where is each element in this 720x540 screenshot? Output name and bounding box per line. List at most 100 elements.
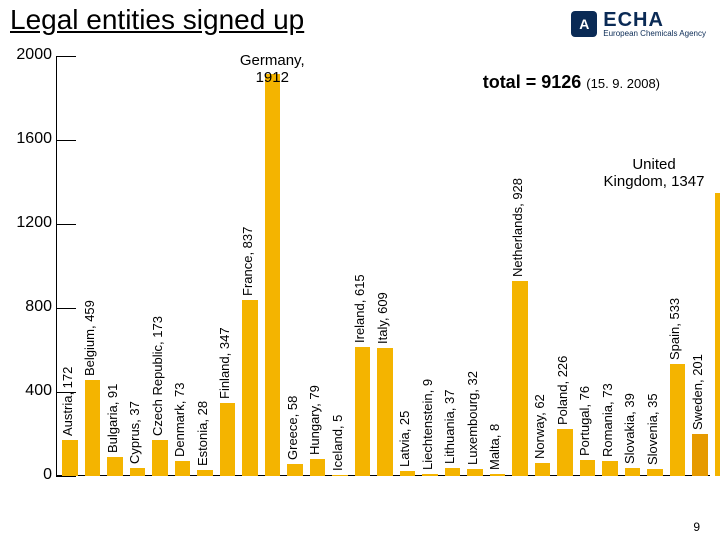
bar-liechtenstein: Liechtenstein, 9 bbox=[422, 56, 438, 476]
bar-rect bbox=[220, 403, 236, 476]
y-tick-label: 1600 bbox=[10, 130, 52, 148]
bar-rect bbox=[557, 429, 573, 476]
bar-rect bbox=[400, 471, 416, 476]
bar-label: Poland, 226 bbox=[555, 355, 570, 424]
bar-rect bbox=[490, 474, 506, 476]
bar-germany bbox=[265, 56, 281, 476]
bar-label: Sweden, 201 bbox=[690, 354, 705, 430]
bar-rect bbox=[287, 464, 303, 476]
bar-bulgaria: Bulgaria, 91 bbox=[107, 56, 123, 476]
bar-latvia: Latvia, 25 bbox=[400, 56, 416, 476]
bar-label: Finland, 347 bbox=[217, 328, 232, 400]
bar-sweden: Sweden, 201 bbox=[692, 56, 708, 476]
bar-label: Ireland, 615 bbox=[352, 274, 367, 343]
bar-austria: Austria, 172 bbox=[62, 56, 78, 476]
page-number: 9 bbox=[693, 520, 700, 534]
bar-rect bbox=[242, 300, 258, 476]
bar-label: Luxembourg, 32 bbox=[465, 371, 480, 465]
y-tick-label: 800 bbox=[10, 298, 52, 316]
bar-label: Lithuania, 37 bbox=[442, 390, 457, 464]
bar-rect bbox=[107, 457, 123, 476]
bar-label: Hungary, 79 bbox=[307, 386, 322, 456]
y-tick-label: 1200 bbox=[10, 214, 52, 232]
bar-label: Romania, 73 bbox=[600, 383, 615, 457]
bar-label: Czech Republic, 173 bbox=[150, 316, 165, 436]
bar-cyprus: Cyprus, 37 bbox=[130, 56, 146, 476]
bar-rect bbox=[512, 281, 528, 476]
logo-text: ECHA European Chemicals Agency bbox=[603, 10, 706, 38]
logo-sub: European Chemicals Agency bbox=[603, 30, 706, 38]
annot-germany: Germany,1912 bbox=[227, 52, 317, 86]
bar-rect bbox=[130, 468, 146, 476]
bar-norway: Norway, 62 bbox=[535, 56, 551, 476]
bar-label: Malta, 8 bbox=[487, 424, 502, 470]
bar-romania: Romania, 73 bbox=[602, 56, 618, 476]
bar-rect bbox=[670, 364, 686, 476]
bar-label: France, 837 bbox=[240, 227, 255, 296]
bar-rect bbox=[265, 74, 281, 476]
bar-slovenia: Slovenia, 35 bbox=[647, 56, 663, 476]
bars-container: Austria, 172 Belgium, 459 Bulgaria, 91 Cypr… bbox=[62, 56, 710, 476]
bar-chart: 0400800120016002000 Austria, 172Belgium,… bbox=[10, 56, 710, 496]
bar-italy: Italy, 609 bbox=[377, 56, 393, 476]
bar-label: Austria, 172 bbox=[60, 367, 75, 436]
bar-rect bbox=[197, 470, 213, 476]
bar-label: Slovakia, 39 bbox=[622, 393, 637, 464]
bar-united-kingdom bbox=[715, 56, 720, 476]
bar-rect bbox=[580, 460, 596, 476]
bar-rect bbox=[377, 348, 393, 476]
bar-rect bbox=[715, 193, 720, 476]
bar-rect bbox=[602, 461, 618, 476]
bar-rect bbox=[692, 434, 708, 476]
bar-slovakia: Slovakia, 39 bbox=[625, 56, 641, 476]
bar-rect bbox=[422, 474, 438, 476]
bar-czech-republic: Czech Republic, 173 bbox=[152, 56, 168, 476]
bar-label: Norway, 62 bbox=[532, 394, 547, 459]
y-tick-mark bbox=[56, 476, 76, 477]
bar-label: Cyprus, 37 bbox=[127, 401, 142, 464]
bar-label: Estonia, 28 bbox=[195, 401, 210, 466]
bar-poland: Poland, 226 bbox=[557, 56, 573, 476]
bar-rect bbox=[445, 468, 461, 476]
bar-label: Latvia, 25 bbox=[397, 410, 412, 466]
bar-france: France, 837 bbox=[242, 56, 258, 476]
bar-rect bbox=[625, 468, 641, 476]
bar-hungary: Hungary, 79 bbox=[310, 56, 326, 476]
bar-label: Belgium, 459 bbox=[82, 300, 97, 376]
bar-label: Denmark, 73 bbox=[172, 382, 187, 456]
bar-netherlands: Netherlands, 928 bbox=[512, 56, 528, 476]
bar-ireland: Ireland, 615 bbox=[355, 56, 371, 476]
bar-label: Bulgaria, 91 bbox=[105, 384, 120, 453]
bar-label: Greece, 58 bbox=[285, 396, 300, 460]
bar-label: Iceland, 5 bbox=[330, 415, 345, 471]
bar-spain: Spain, 533 bbox=[670, 56, 686, 476]
logo-badge-icon: A bbox=[571, 11, 597, 37]
bar-belgium: Belgium, 459 bbox=[85, 56, 101, 476]
bar-rect bbox=[310, 459, 326, 476]
bar-estonia: Estonia, 28 bbox=[197, 56, 213, 476]
plot-area: Austria, 172 Belgium, 459 Bulgaria, 91 Cypr… bbox=[56, 56, 710, 476]
y-tick-label: 400 bbox=[10, 382, 52, 400]
bar-rect bbox=[355, 347, 371, 476]
bar-malta: Malta, 8 bbox=[490, 56, 506, 476]
slide: Legal entities signed up A ECHA European… bbox=[0, 0, 720, 540]
logo-main: ECHA bbox=[603, 10, 706, 30]
bar-lithuania: Lithuania, 37 bbox=[445, 56, 461, 476]
echa-logo: A ECHA European Chemicals Agency bbox=[571, 10, 706, 38]
bar-greece: Greece, 58 bbox=[287, 56, 303, 476]
bar-iceland: Iceland, 5 bbox=[332, 56, 348, 476]
bar-portugal: Portugal, 76 bbox=[580, 56, 596, 476]
bar-label: Portugal, 76 bbox=[577, 386, 592, 456]
bar-luxembourg: Luxembourg, 32 bbox=[467, 56, 483, 476]
bar-label: Italy, 609 bbox=[375, 292, 390, 344]
y-tick-label: 0 bbox=[10, 466, 52, 484]
y-tick-label: 2000 bbox=[10, 46, 52, 64]
bar-label: Spain, 533 bbox=[667, 298, 682, 360]
bar-label: Liechtenstein, 9 bbox=[420, 379, 435, 470]
bar-rect bbox=[332, 475, 348, 476]
bar-rect bbox=[647, 469, 663, 476]
bar-finland: Finland, 347 bbox=[220, 56, 236, 476]
bar-rect bbox=[175, 461, 191, 476]
bar-denmark: Denmark, 73 bbox=[175, 56, 191, 476]
bar-rect bbox=[152, 440, 168, 476]
